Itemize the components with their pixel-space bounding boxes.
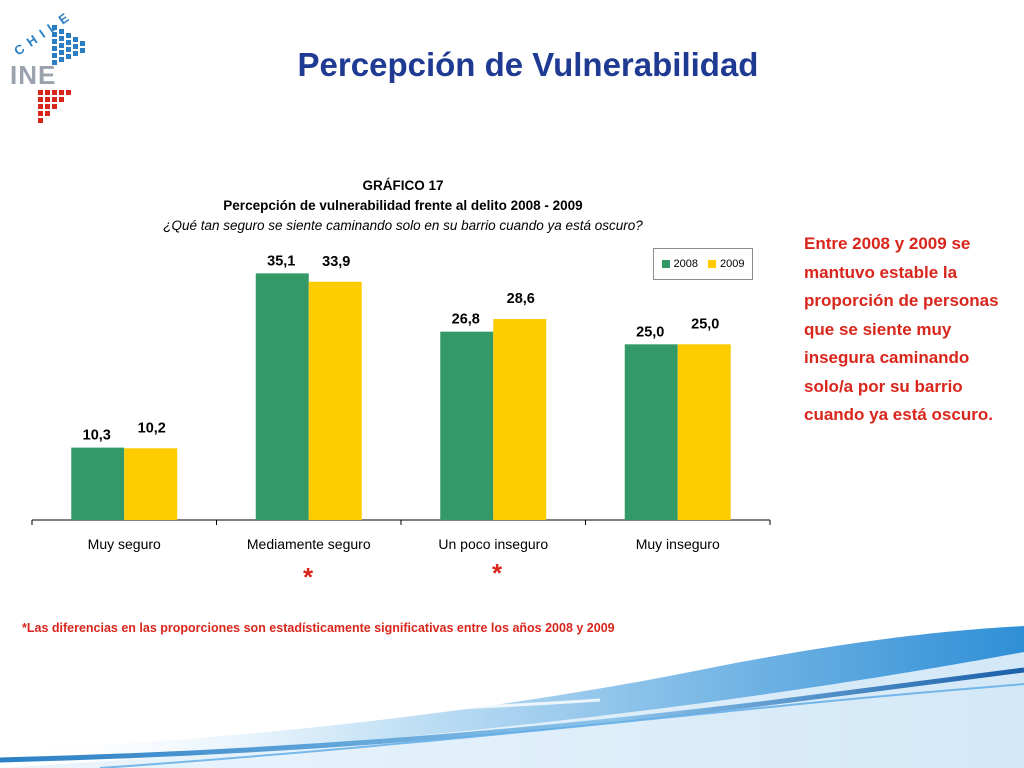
legend-swatch-2008 xyxy=(661,260,670,268)
logo-dot xyxy=(52,97,57,102)
data-label-2009-0: 10,2 xyxy=(138,420,166,436)
logo-dot xyxy=(52,90,57,95)
chart-subtitle: ¿Qué tan seguro se siente caminando solo… xyxy=(163,218,643,233)
logo-dot xyxy=(52,53,57,58)
logo-dot xyxy=(66,47,71,52)
bar-2008-3 xyxy=(624,344,678,520)
logo-dot xyxy=(45,104,50,109)
logo-dot xyxy=(59,90,64,95)
bar-2008-2 xyxy=(440,331,494,520)
x-tick-label-2: Un poco inseguro xyxy=(438,536,548,552)
logo-dot xyxy=(80,41,85,46)
data-label-2009-2: 28,6 xyxy=(507,291,535,307)
x-tick-label-0: Muy seguro xyxy=(88,536,161,552)
bar-2009-0 xyxy=(124,448,178,520)
data-label-2008-2: 26,8 xyxy=(452,312,480,328)
logo-dot xyxy=(59,50,64,55)
logo-dot xyxy=(66,54,71,59)
bar-2008-1 xyxy=(255,273,309,520)
logo-dot xyxy=(38,104,43,109)
logo-dot xyxy=(59,43,64,48)
logo-dot xyxy=(45,90,50,95)
logo-dot xyxy=(45,111,50,116)
logo-dot xyxy=(73,51,78,56)
logo-dot xyxy=(52,39,57,44)
logo-dot xyxy=(52,60,57,65)
decorative-wave xyxy=(0,626,1024,768)
slide-title: Percepción de Vulnerabilidad xyxy=(297,46,759,83)
logo-dot xyxy=(59,36,64,41)
logo-dot xyxy=(73,37,78,42)
data-label-2008-1: 35,1 xyxy=(267,253,295,269)
chart-title: Percepción de vulnerabilidad frente al d… xyxy=(223,198,583,213)
data-label-2009-3: 25,0 xyxy=(691,316,719,332)
x-tick-label-1: Mediamente seguro xyxy=(247,536,371,552)
logo-dot xyxy=(52,32,57,37)
logo-dot xyxy=(52,25,57,30)
bar-2009-2 xyxy=(493,319,547,520)
logo-dot xyxy=(59,57,64,62)
significance-marker-mediamente: * xyxy=(303,562,314,592)
svg-text:INE: INE xyxy=(10,60,56,90)
x-tick-label-3: Muy inseguro xyxy=(636,536,720,552)
bar-2009-1 xyxy=(308,281,362,520)
logo-dot xyxy=(80,48,85,53)
bar-2009-3 xyxy=(677,344,731,520)
bar-2008-0 xyxy=(71,447,125,520)
chart-legend: 2008 2009 xyxy=(653,248,753,280)
logo-dot xyxy=(59,29,64,34)
ine-chile-logo: CHILE INE xyxy=(10,8,85,123)
side-note: Entre 2008 y 2009 se mantuvo estable la … xyxy=(804,234,999,424)
logo-dot xyxy=(52,46,57,51)
logo-dot xyxy=(38,97,43,102)
chart-number-label: GRÁFICO 17 xyxy=(362,178,444,193)
data-label-2008-0: 10,3 xyxy=(83,428,111,444)
logo-dot xyxy=(66,33,71,38)
bar-chart: 10,3 10,2 Muy seguro 35,1 33,9 Mediamente seg… xyxy=(31,253,771,552)
logo-dot xyxy=(38,90,43,95)
logo-dot xyxy=(52,104,57,109)
data-label-2009-1: 33,9 xyxy=(322,254,350,270)
logo-dot xyxy=(66,90,71,95)
logo-dot xyxy=(38,118,43,123)
logo-dot xyxy=(45,97,50,102)
legend-swatch-2009 xyxy=(708,260,716,268)
data-label-2008-3: 25,0 xyxy=(636,324,664,340)
legend-label-2008: 2008 xyxy=(673,258,698,270)
logo-dot xyxy=(59,97,64,102)
legend-item-2009: 2009 xyxy=(708,258,744,270)
legend-item-2008: 2008 xyxy=(661,258,698,270)
chart-heading: GRÁFICO 17 Percepción de vulnerabilidad … xyxy=(0,176,806,236)
logo-dot xyxy=(66,40,71,45)
significance-marker-poco-inseguro: * xyxy=(492,558,503,588)
logo-dot xyxy=(38,111,43,116)
legend-label-2009: 2009 xyxy=(720,258,745,270)
footnote: *Las diferencias en las proporciones son… xyxy=(22,621,615,635)
logo-dot xyxy=(73,44,78,49)
